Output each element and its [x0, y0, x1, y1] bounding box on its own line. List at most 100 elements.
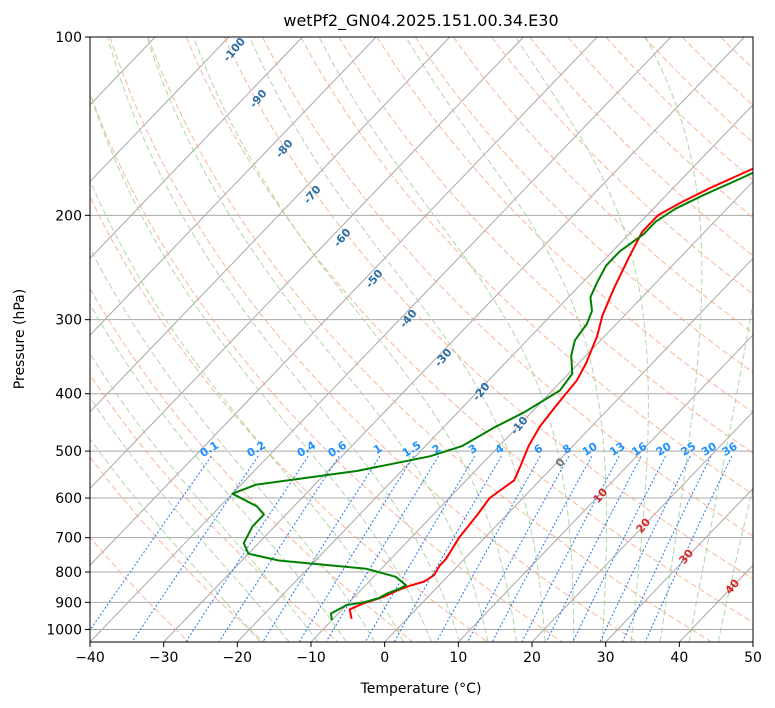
dry-adiabat-line	[90, 287, 414, 642]
isotherm-line	[90, 37, 598, 566]
dry-adiabat-line	[90, 456, 264, 642]
x-tick-label: 0	[380, 650, 389, 666]
moist-adiabat-label: 0	[553, 455, 568, 469]
moist-adiabat-label: 10	[590, 485, 610, 505]
mixing-ratio-label: 4	[493, 442, 507, 457]
y-axis: 100 200 300 400 500 600 700 800 900 1000	[46, 30, 90, 638]
mixing-ratio-label: 0.1	[198, 439, 221, 460]
chart-title: wetPf2_GN04.2025.151.00.34.E30	[283, 11, 558, 31]
mixing-ratio-label: 10	[580, 439, 600, 458]
mixing-ratio-line	[467, 455, 570, 642]
dry-adiabat-label: -20	[470, 380, 493, 404]
dry-adiabat-line	[90, 536, 190, 642]
dry-adiabat-line	[90, 91, 563, 642]
dry-adiabat-line	[759, 37, 775, 642]
y-tick-label: 700	[55, 531, 82, 547]
moist-adiabat-line	[107, 37, 461, 642]
y-tick-label: 1000	[46, 622, 82, 638]
isotherm-line	[531, 411, 753, 642]
x-axis-label: Temperature (°C)	[360, 681, 482, 697]
x-tick-label: 40	[670, 650, 688, 666]
mixing-ratio-label: 1.5	[400, 439, 423, 460]
isotherm-line	[163, 37, 745, 642]
mixing-ratio-label: 20	[654, 440, 674, 459]
y-tick-label: 300	[55, 313, 82, 329]
moist-adiabat-label: 30	[676, 546, 696, 566]
mixing-ratio-label: 8	[560, 442, 573, 457]
dry-adiabat-line	[185, 37, 753, 623]
mixing-ratio-line	[185, 455, 309, 642]
mixing-ratio-label: 1	[371, 442, 384, 457]
dry-adiabat-line	[90, 195, 488, 642]
dry-adiabat-line	[338, 37, 753, 454]
x-tick-label: −20	[223, 650, 253, 666]
mixing-ratio-line	[364, 455, 476, 642]
moist-adiabat-line	[688, 298, 753, 642]
moist-adiabat-line	[90, 396, 290, 642]
moist-adiabat-line	[90, 437, 261, 642]
mixing-ratio-line	[521, 455, 620, 642]
mixing-ratio-line	[218, 455, 340, 642]
dry-adiabat-line	[567, 37, 753, 219]
moist-adiabat-line	[90, 352, 319, 642]
dry-adiabat-line	[491, 37, 753, 295]
temperature-line	[348, 167, 753, 620]
y-tick-label: 400	[55, 387, 82, 403]
mixing-ratio-label: 0.6	[326, 438, 350, 460]
moist-adiabat-line	[405, 37, 607, 642]
dry-adiabat-line	[643, 37, 753, 144]
dry-adiabat-label: -60	[331, 226, 354, 250]
mixing-ratio-label: 25	[679, 440, 699, 459]
dry-adiabat-line	[720, 37, 753, 70]
moist-adiabat-line	[90, 246, 376, 642]
moist-adiabat-line	[90, 303, 347, 642]
isotherm-line	[90, 37, 451, 413]
dry-adiabat-line	[224, 37, 753, 580]
mixing-ratio-line	[90, 455, 212, 631]
x-tick-label: −10	[296, 650, 326, 666]
isotherm-line	[384, 257, 753, 642]
y-tick-label: 100	[55, 30, 82, 46]
isopleth-labels: -100-90-80-70-60-50-40-30-20-100.1 0.2 0.4…	[198, 35, 743, 597]
isotherm-line	[90, 37, 377, 336]
y-tick-label: 600	[55, 491, 82, 507]
mixing-ratio-label: 6	[532, 441, 546, 456]
dry-adiabat-line	[529, 37, 753, 257]
isotherm-line	[310, 180, 753, 642]
mixing-ratio-line	[298, 455, 415, 642]
mixing-ratio-label: 2	[430, 442, 443, 457]
moist-adiabat-line	[146, 37, 489, 642]
x-tick-label: −40	[75, 650, 105, 666]
mixing-ratio-line	[325, 455, 439, 642]
x-tick-label: 10	[449, 650, 467, 666]
dry-adiabat-line	[681, 37, 753, 106]
mixing-ratio-label: 13	[607, 440, 627, 459]
x-tick-label: 50	[744, 650, 762, 666]
mixing-ratio-line	[545, 455, 642, 642]
mixing-ratio-label: 30	[699, 439, 719, 458]
isotherm-line	[90, 37, 230, 183]
y-tick-label: 800	[55, 565, 82, 581]
moist-adiabat-line	[514, 37, 649, 642]
isotherm-line	[0, 37, 8, 642]
dry-adiabat-label: -100	[220, 35, 248, 65]
isotherm-line	[90, 37, 303, 260]
mixing-ratio-line	[621, 455, 712, 642]
mixing-ratio-line	[572, 455, 667, 642]
dry-adiabat-line	[109, 37, 638, 642]
moist-adiabat-line	[645, 37, 703, 642]
isotherm-line	[236, 104, 753, 642]
moist-adiabat-line	[318, 37, 575, 642]
x-tick-label: −30	[149, 650, 179, 666]
y-tick-label: 200	[55, 208, 82, 224]
y-tick-label: 500	[55, 444, 82, 460]
isotherm-line	[752, 641, 753, 642]
isotherm-line	[90, 37, 524, 490]
isotherm-line	[90, 37, 672, 642]
dry-adiabat-line	[147, 37, 712, 642]
mixing-ratio-label: 0.4	[295, 438, 319, 460]
mixing-ratio-label: 0.2	[245, 439, 268, 460]
dry-adiabat-line	[90, 373, 339, 642]
y-tick-label: 900	[55, 595, 82, 611]
